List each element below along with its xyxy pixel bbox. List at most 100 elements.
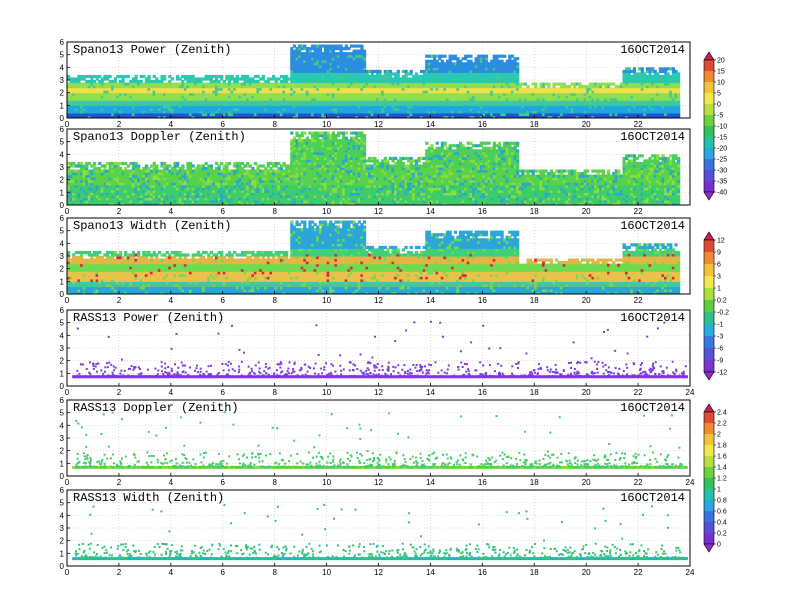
- data-cell: [79, 82, 84, 86]
- data-cell: [471, 87, 476, 91]
- data-cell: [87, 187, 91, 191]
- data-cell: [134, 161, 138, 166]
- data-cell: [349, 112, 354, 117]
- data-cell: [523, 90, 528, 94]
- data-cell: [443, 115, 447, 118]
- data-cell: [362, 105, 367, 109]
- data-cell: [178, 112, 182, 117]
- data-cell: [144, 85, 149, 89]
- data-cell: [313, 112, 317, 117]
- data-cell: [329, 105, 333, 109]
- data-cell: [370, 95, 374, 99]
- data-cell: [72, 90, 76, 94]
- data-cell: [536, 97, 541, 101]
- data-cell: [207, 105, 211, 109]
- data-cell: [137, 85, 141, 89]
- data-cell: [443, 74, 447, 79]
- data-cell: [448, 95, 452, 99]
- data-cell: [420, 97, 424, 101]
- data-cell: [105, 194, 110, 198]
- data-cell: [427, 110, 432, 114]
- data-cell: [121, 92, 125, 96]
- data-cell: [142, 107, 146, 111]
- data-cell: [352, 49, 356, 53]
- data-cell: [92, 194, 97, 198]
- data-cell: [567, 110, 572, 114]
- data-cell: [427, 92, 432, 96]
- data-cell: [352, 115, 356, 118]
- data-cell: [329, 72, 333, 76]
- data-cell: [477, 97, 481, 101]
- data-cell: [445, 69, 450, 73]
- data-cell: [243, 115, 247, 118]
- data-cell: [87, 112, 91, 117]
- data-cell: [108, 197, 112, 201]
- data-cell: [176, 95, 180, 99]
- data-cell: [591, 100, 595, 104]
- data-cell: [466, 87, 470, 91]
- data-cell: [588, 92, 592, 96]
- data-cell: [365, 112, 369, 117]
- data-cell: [69, 194, 73, 198]
- data-cell: [414, 92, 419, 96]
- data-cell: [207, 87, 211, 91]
- data-cell: [321, 52, 325, 56]
- data-cell: [643, 115, 647, 118]
- data-cell: [349, 115, 354, 118]
- data-cell: [383, 82, 387, 86]
- data-cell: [536, 105, 541, 109]
- data-cell: [656, 112, 660, 117]
- data-cell: [588, 110, 592, 114]
- data-cell: [69, 115, 73, 118]
- data-cell: [451, 115, 455, 118]
- data-cell: [222, 82, 226, 86]
- data-cell: [225, 95, 229, 99]
- data-cell: [100, 169, 104, 173]
- data-cell: [253, 110, 258, 114]
- data-cell: [191, 100, 195, 104]
- data-cell: [92, 184, 97, 188]
- data-cell: [349, 62, 354, 66]
- data-cell: [144, 80, 149, 84]
- data-cell: [495, 95, 499, 99]
- data-cell: [118, 202, 123, 205]
- data-cell: [674, 85, 678, 89]
- data-cell: [253, 105, 258, 109]
- data-cell: [95, 189, 99, 193]
- data-cell: [326, 69, 330, 73]
- data-cell: [144, 95, 149, 99]
- data-cell: [134, 92, 138, 96]
- data-cell: [199, 102, 203, 106]
- data-cell: [139, 105, 143, 109]
- data-cell: [163, 87, 167, 91]
- data-cell: [259, 107, 263, 111]
- data-cell: [651, 90, 655, 94]
- data-cell: [458, 92, 463, 96]
- data-cell: [407, 80, 411, 84]
- data-cell: [98, 187, 102, 191]
- data-cell: [285, 90, 289, 94]
- data-cell: [438, 100, 442, 104]
- data-cell: [640, 110, 644, 114]
- data-cell: [671, 92, 676, 96]
- data-cell: [640, 105, 644, 109]
- data-cell: [612, 97, 616, 101]
- data-cell: [544, 87, 548, 91]
- data-cell: [139, 197, 143, 201]
- data-cell: [466, 74, 470, 79]
- data-cell: [542, 97, 546, 101]
- data-cell: [375, 80, 380, 84]
- data-cell: [430, 62, 434, 66]
- data-cell: [181, 110, 185, 114]
- data-cell: [412, 107, 416, 111]
- data-cell: [191, 82, 195, 86]
- data-cell: [458, 59, 463, 63]
- data-cell: [606, 102, 611, 106]
- data-cell: [596, 100, 600, 104]
- data-cell: [677, 115, 681, 118]
- data-cell: [479, 97, 483, 101]
- data-cell: [266, 82, 271, 86]
- data-cell: [269, 90, 273, 94]
- data-cell: [477, 57, 481, 61]
- data-cell: [414, 95, 419, 99]
